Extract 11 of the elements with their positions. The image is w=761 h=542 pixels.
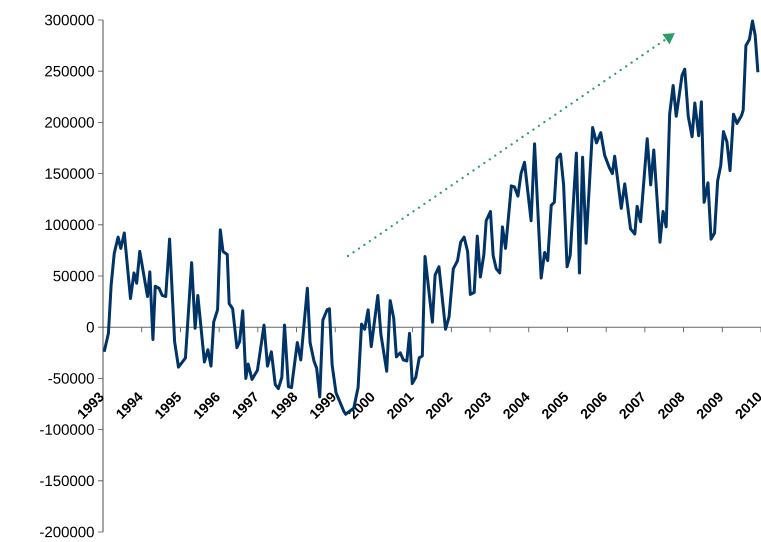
y-tick-label: -100000 — [40, 424, 94, 435]
y-tick-label: 200000 — [45, 117, 94, 128]
y-tick-label: -50000 — [48, 373, 94, 384]
y-tick-label: 0 — [86, 322, 94, 333]
y-tick-label: 150000 — [46, 168, 94, 179]
y-tick-label: 100000 — [46, 219, 94, 230]
y-tick-label: 300000 — [44, 14, 94, 26]
y-tick-label: -200000 — [40, 526, 94, 538]
y-tick-label: 50000 — [53, 270, 94, 282]
y-tick-label: -150000 — [40, 475, 94, 486]
y-tick-label: 250000 — [45, 66, 94, 77]
